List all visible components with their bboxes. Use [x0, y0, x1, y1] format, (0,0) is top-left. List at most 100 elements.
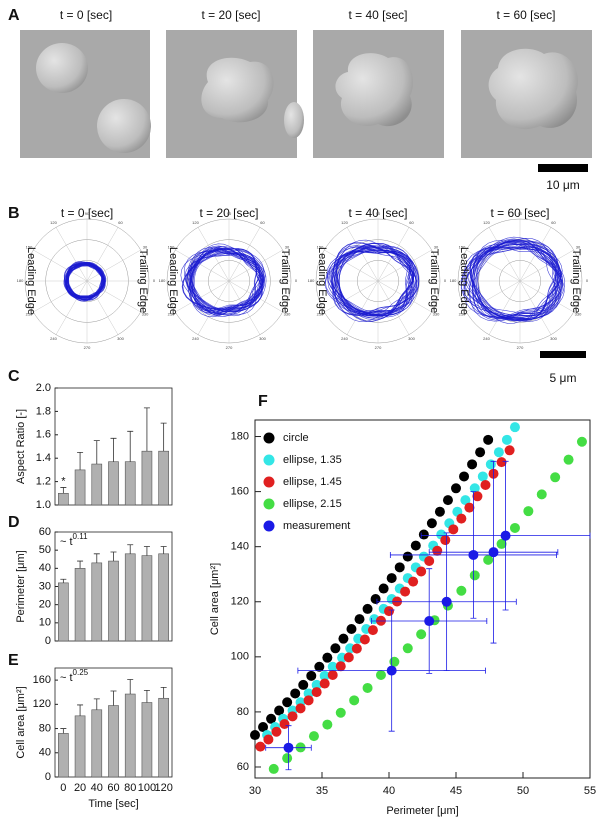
data-point [335, 661, 346, 672]
data-point [330, 643, 341, 654]
error-bar [110, 437, 117, 462]
scale-bar-label: 5 μm [550, 371, 577, 385]
polar-angle-label: 330 [433, 312, 440, 317]
x-tick-label: 120 [154, 782, 172, 794]
bar [141, 555, 153, 642]
polar-spoke [86, 249, 141, 282]
legend-label: circle [283, 432, 309, 444]
polar-angle-label: 300 [408, 336, 415, 341]
legend-label: measurement [283, 520, 350, 532]
bar [74, 469, 86, 506]
polar-angle-label: 180 [450, 278, 457, 283]
data-point [346, 624, 357, 635]
polar-angle-label: 180 [17, 278, 24, 283]
data-point [496, 457, 507, 468]
polar-spoke [86, 280, 119, 335]
y-tick-label: 140 [231, 541, 249, 553]
time-label: t = 20 [sec] [199, 206, 258, 220]
data-point [362, 682, 373, 693]
polar-angle-label: 30 [285, 245, 290, 250]
data-point [263, 734, 274, 745]
x-tick-label: 100 [138, 782, 156, 794]
data-point [384, 606, 394, 617]
bar [58, 582, 69, 642]
time-label: t = 40 [sec] [348, 206, 407, 220]
error-bar [60, 487, 67, 494]
y-tick-label: 0 [45, 635, 51, 647]
polar-spoke [519, 227, 552, 282]
data-point [319, 670, 330, 681]
data-point [367, 625, 378, 636]
cell-contour [469, 236, 566, 322]
error-bar [77, 560, 84, 569]
polar-angle-label: 90 [518, 211, 523, 216]
polar-angle-label: 90 [227, 211, 232, 216]
error-bar [110, 690, 117, 706]
bar [158, 697, 169, 778]
y-tick-label: 80 [237, 706, 249, 718]
polar-angle-label: 330 [142, 312, 149, 317]
cell-contour [463, 243, 560, 320]
data-point [424, 616, 435, 627]
data-point [282, 753, 293, 764]
x-tick-label: 55 [584, 785, 596, 797]
data-point [322, 719, 333, 730]
time-label: t = 60 [sec] [496, 8, 555, 22]
data-point [274, 705, 285, 716]
error-bar [143, 407, 150, 452]
panel-label: B [8, 205, 20, 222]
cell-contour [464, 243, 563, 322]
data-point [319, 678, 330, 689]
x-axis-label: Time [sec] [88, 798, 138, 810]
polar-angle-label: 300 [259, 336, 266, 341]
leading-edge-label: Leading Edge [316, 247, 328, 315]
y-tick-label: 1.6 [36, 429, 51, 441]
polar-angle-label: 270 [375, 345, 382, 350]
annotation-exponent: 0.11 [73, 532, 89, 541]
y-tick-label: 50 [39, 544, 51, 556]
polar-spoke [175, 280, 230, 313]
data-point [311, 679, 322, 690]
error-bar [127, 544, 134, 554]
data-point [335, 707, 346, 718]
data-point [563, 454, 574, 465]
data-point [424, 555, 435, 566]
polar-angle-label: 300 [117, 336, 124, 341]
data-point [258, 722, 269, 733]
data-point [475, 447, 486, 458]
data-point [303, 688, 314, 699]
polar-spoke [488, 227, 521, 282]
legend-marker [263, 498, 275, 510]
x-tick-label: 35 [316, 785, 328, 797]
cell-contour [192, 248, 262, 311]
leading-edge-label: Leading Edge [167, 247, 179, 315]
polar-angle-label: 210 [317, 312, 324, 317]
legend-marker [263, 476, 275, 488]
cell-contour [325, 245, 414, 317]
x-tick-label: 60 [107, 782, 119, 794]
y-tick-label: 40 [39, 747, 51, 759]
cell-contour [327, 247, 411, 315]
polar-spoke [377, 280, 410, 335]
data-point [351, 643, 362, 654]
data-point [483, 434, 494, 445]
y-tick-label: 60 [39, 526, 51, 538]
error-bar [93, 698, 100, 710]
time-label: t = 60 [sec] [490, 206, 549, 220]
polar-angle-label: 30 [143, 245, 148, 250]
data-point [480, 479, 491, 490]
legend-marker [263, 520, 275, 532]
polar-spoke [488, 280, 521, 335]
polar-angle-label: 210 [459, 312, 466, 317]
data-point [402, 643, 413, 654]
y-tick-label: 10 [39, 617, 51, 629]
cell-contour [330, 249, 412, 314]
cell-contour [460, 241, 560, 321]
cell-contour [334, 243, 417, 316]
polar-angle-label: 240 [341, 336, 348, 341]
polar-angle-label: 0 [444, 278, 447, 283]
data-point [416, 566, 427, 577]
y-tick-label: 30 [39, 580, 51, 592]
polar-angle-label: 60 [118, 220, 123, 225]
